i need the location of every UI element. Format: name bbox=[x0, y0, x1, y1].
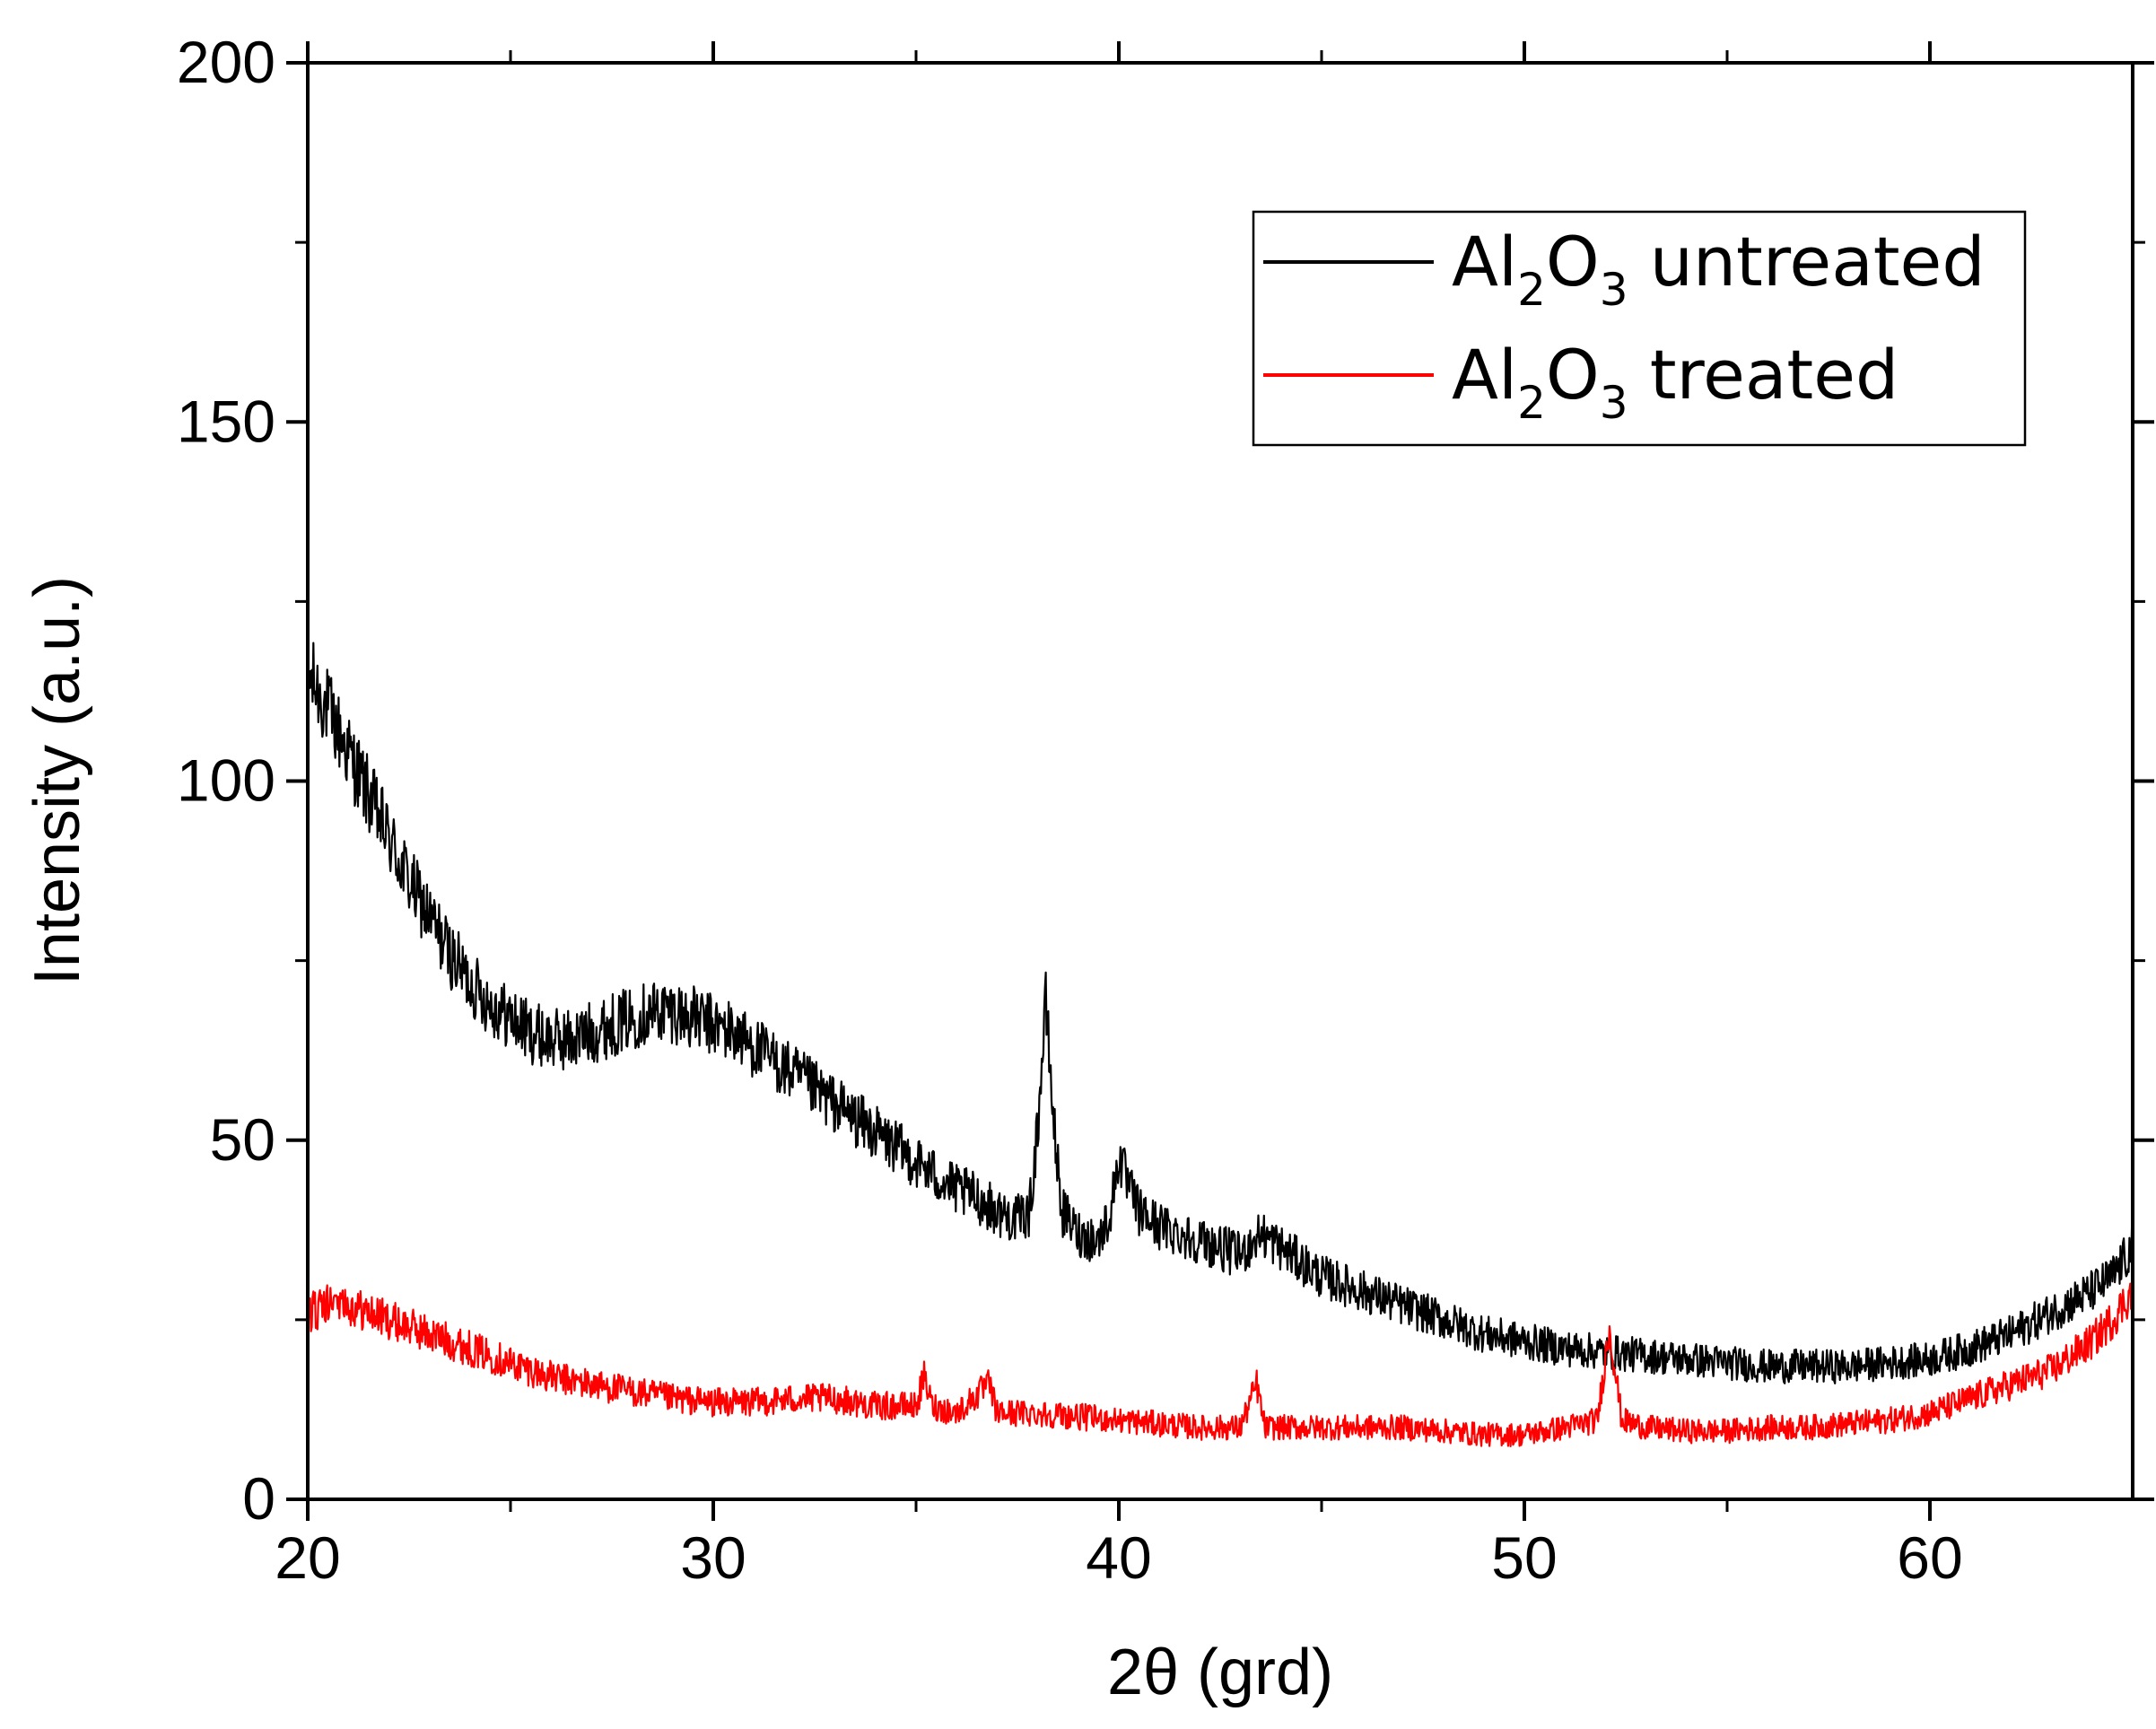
series-line-treated bbox=[306, 1274, 2134, 1447]
legend-untreated-sub1: 2 bbox=[1517, 264, 1546, 316]
legend-treated-rest: treated bbox=[1628, 335, 1899, 415]
legend-treated-base: Al bbox=[1452, 335, 1517, 415]
legend-box bbox=[1252, 210, 2027, 447]
legend-label-untreated: Al2O3 untreated bbox=[1452, 222, 1986, 316]
legend-treated-mid: O bbox=[1546, 335, 1600, 415]
legend-untreated-base: Al bbox=[1452, 222, 1517, 301]
legend-untreated-rest: untreated bbox=[1628, 222, 1986, 301]
y-tick-label: 0 bbox=[242, 1465, 275, 1532]
x-axis-title: 2θ (grd) bbox=[1107, 1637, 1333, 1708]
x-tick-label: 50 bbox=[1491, 1524, 1557, 1591]
y-tick-label: 200 bbox=[177, 29, 275, 95]
ticks-layer: 20 30 40 50 60 0 50 100 150 200 bbox=[177, 29, 2154, 1591]
x-tick-label: 40 bbox=[1086, 1524, 1151, 1591]
legend: Al2O3 untreated Al2O3 treated bbox=[1252, 210, 2027, 447]
y-tick-label: 100 bbox=[177, 747, 275, 814]
y-tick-label: 150 bbox=[177, 388, 275, 454]
legend-untreated-sub2: 3 bbox=[1600, 264, 1628, 316]
legend-treated-sub1: 2 bbox=[1517, 377, 1546, 429]
x-tick-label: 60 bbox=[1897, 1524, 1962, 1591]
y-axis-title: Intensity (a.u.) bbox=[22, 576, 93, 985]
y-tick-label: 50 bbox=[210, 1106, 275, 1173]
series-line-untreated bbox=[306, 635, 2134, 1384]
legend-untreated-mid: O bbox=[1546, 222, 1600, 301]
legend-label-treated: Al2O3 treated bbox=[1452, 335, 1899, 429]
legend-treated-sub2: 3 bbox=[1600, 377, 1628, 429]
x-tick-label: 20 bbox=[275, 1524, 340, 1591]
series-layer bbox=[306, 635, 2134, 1447]
x-tick-label: 30 bbox=[680, 1524, 746, 1591]
